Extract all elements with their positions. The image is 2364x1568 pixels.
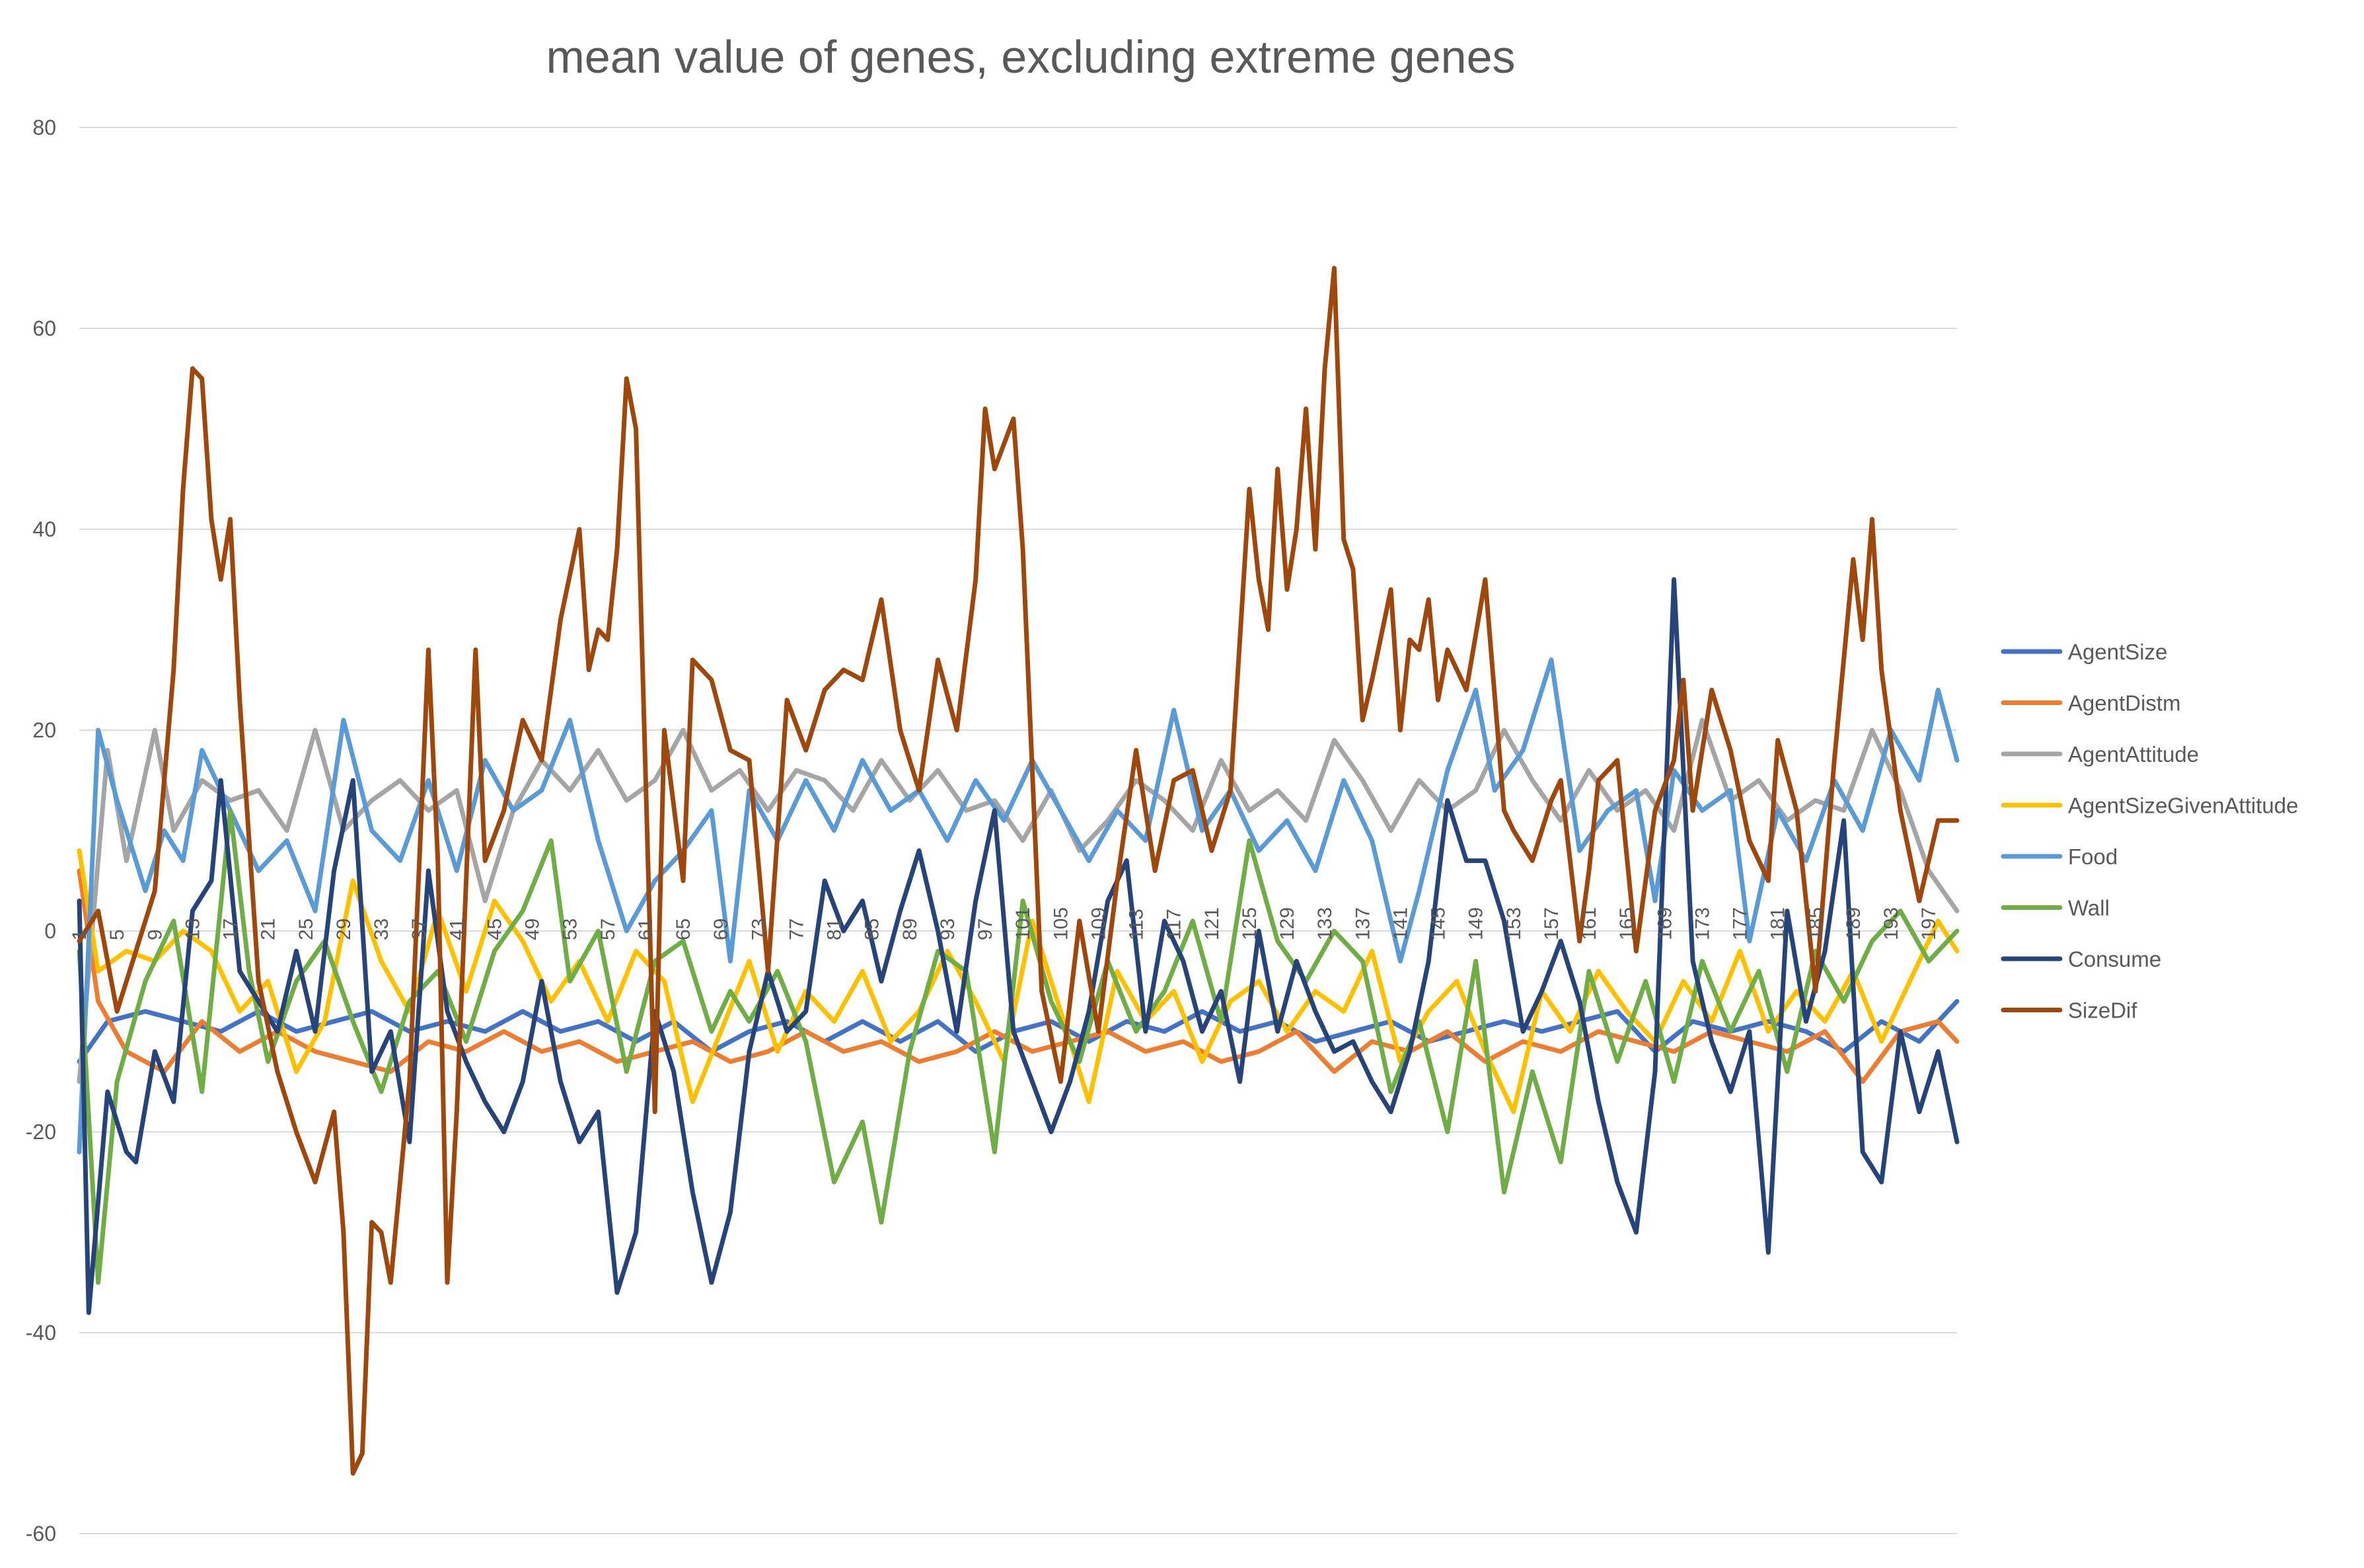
x-tick-label: 65	[673, 918, 694, 940]
x-tick-label: 1	[69, 929, 91, 940]
x-tick-label: 173	[1691, 907, 1713, 940]
y-tick-label: 60	[32, 317, 56, 340]
chart-title: mean value of genes, excluding extreme g…	[546, 31, 1515, 83]
x-tick-label: 157	[1541, 907, 1563, 940]
x-tick-label: 197	[1918, 907, 1940, 940]
legend-label: Wall	[2068, 896, 2110, 920]
x-tick-label: 117	[1164, 909, 1185, 940]
x-tick-label: 177	[1730, 907, 1752, 940]
y-tick-label: 0	[44, 919, 56, 943]
series-line-sizedif	[77, 266, 1960, 1476]
x-tick-label: 153	[1503, 907, 1525, 940]
x-tick-label: 181	[1767, 907, 1789, 940]
y-tick-label: 80	[32, 116, 56, 139]
x-tick-label: 85	[862, 918, 883, 940]
x-tick-label: 9	[144, 929, 166, 940]
x-tick-label: 5	[106, 929, 128, 940]
legend: AgentSize AgentDistm AgentAttitude AgentSiz…	[2001, 640, 2299, 1023]
gridlines	[79, 127, 1957, 1534]
x-tick-label: 41	[446, 918, 468, 940]
x-tick-label: 125	[1239, 907, 1261, 940]
x-tick-label: 161	[1578, 907, 1600, 940]
legend-label: AgentAttitude	[2068, 742, 2199, 766]
x-tick-label: 13	[182, 918, 203, 940]
x-tick-label: 165	[1616, 907, 1638, 940]
x-tick-label: 33	[371, 918, 392, 940]
x-tick-label: 113	[1126, 909, 1148, 940]
legend-label: Food	[2068, 844, 2118, 869]
x-tick-label: 149	[1465, 907, 1487, 940]
y-tick-label: 40	[32, 517, 56, 541]
x-tick-label: 17	[220, 918, 242, 940]
x-tick-label: 37	[408, 918, 430, 940]
series-line-agentsizegivenattitude	[77, 848, 1960, 1115]
x-tick-label: 141	[1389, 907, 1411, 940]
x-tick-label: 137	[1352, 907, 1374, 940]
x-tick-label: 189	[1843, 907, 1865, 940]
x-tick-label: 145	[1428, 907, 1450, 940]
legend-label: AgentDistm	[2068, 691, 2181, 716]
x-tick-label: 61	[635, 918, 657, 940]
x-axis-tick-labels: 1 5 9 13 17 21 25 29 33 37 41 45 49 53 57 61 65 69 73 77 81 8…	[69, 907, 1940, 940]
x-tick-label: 133	[1314, 907, 1336, 940]
y-tick-label: -40	[26, 1321, 56, 1345]
series-line-wall	[77, 808, 1960, 1285]
x-tick-label: 49	[522, 918, 544, 940]
series-lines	[77, 266, 1960, 1476]
x-tick-label: 25	[295, 918, 317, 940]
x-tick-label: 169	[1654, 907, 1676, 940]
x-tick-label: 73	[748, 918, 770, 940]
x-tick-label: 105	[1050, 907, 1072, 940]
y-axis-tick-labels: 80 60 40 20 0 -20 -40 -60	[26, 116, 56, 1546]
y-tick-label: 20	[32, 718, 56, 742]
x-tick-label: 29	[333, 918, 355, 940]
series-line-consume	[77, 577, 1960, 1316]
legend-label: SizeDif	[2068, 998, 2137, 1023]
x-tick-label: 69	[710, 918, 732, 940]
x-tick-label: 57	[597, 918, 619, 940]
x-tick-label: 121	[1201, 907, 1223, 940]
x-tick-label: 89	[899, 918, 921, 940]
x-tick-label: 45	[484, 918, 505, 940]
x-tick-label: 109	[1088, 907, 1109, 940]
series-line-food	[77, 657, 1960, 1154]
x-tick-label: 101	[1012, 907, 1034, 940]
x-tick-label: 53	[560, 918, 581, 940]
x-tick-label: 185	[1805, 907, 1827, 940]
y-tick-label: -20	[26, 1120, 56, 1144]
x-tick-label: 81	[824, 918, 846, 940]
x-tick-label: 129	[1276, 907, 1298, 940]
legend-label: AgentSize	[2068, 640, 2167, 664]
series-line-agentattitude	[77, 718, 1960, 1084]
x-tick-label: 21	[258, 918, 279, 940]
legend-label: AgentSizeGivenAttitude	[2068, 794, 2299, 818]
x-tick-label: 97	[975, 918, 996, 940]
legend-label: Consume	[2068, 947, 2161, 971]
x-tick-label: 77	[786, 918, 807, 940]
x-tick-label: 193	[1880, 907, 1902, 940]
x-tick-label: 93	[937, 918, 959, 940]
y-tick-label: -60	[26, 1522, 56, 1546]
